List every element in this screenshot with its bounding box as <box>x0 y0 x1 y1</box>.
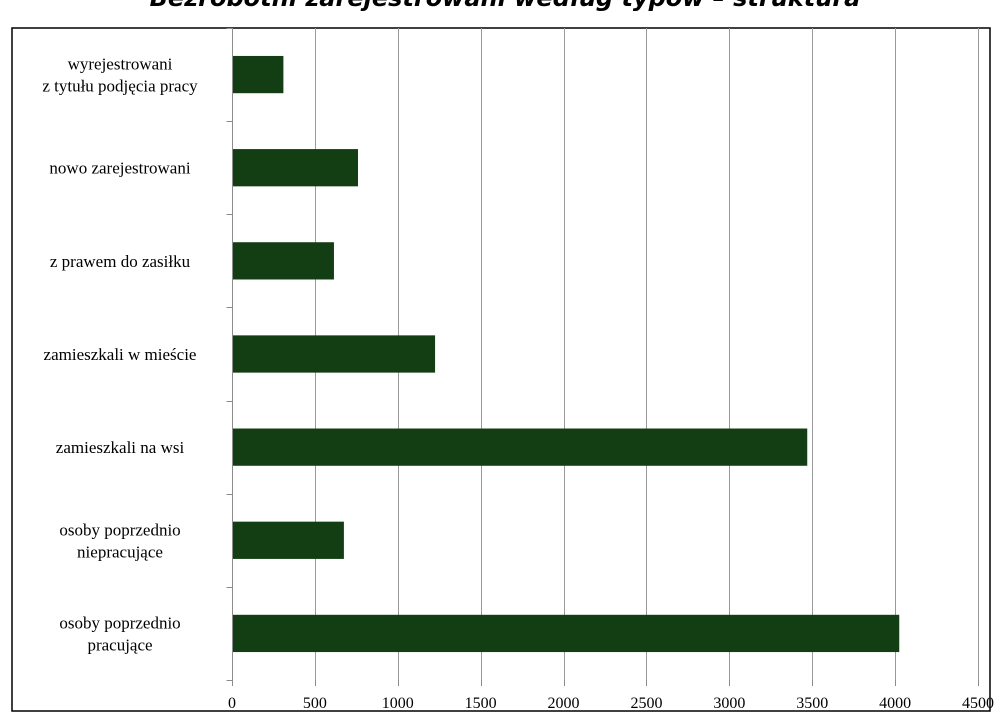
x-tick-label: 3000 <box>713 695 745 712</box>
y-category-label: niepracujące <box>77 542 163 561</box>
bar <box>232 428 808 466</box>
x-tick-label: 0 <box>228 695 236 712</box>
y-category-label: zamieszkali na wsi <box>56 438 185 457</box>
y-category-label: pracujące <box>87 635 152 654</box>
bar <box>232 149 358 187</box>
x-tick-label: 1500 <box>465 695 497 712</box>
y-category-label: wyrejestrowani <box>68 55 173 74</box>
y-category-label: osoby poprzednio <box>59 613 180 632</box>
y-category-label: osoby poprzednio <box>59 520 180 539</box>
x-tick-labels: 0 500 1000 1500 2000 2500 3000 3500 4000 4500 <box>228 695 994 712</box>
x-tick-label: 4000 <box>879 695 911 712</box>
x-tick-label: 3500 <box>796 695 828 712</box>
bar <box>232 335 436 373</box>
y-category-label: zamieszkali w mieście <box>44 345 197 364</box>
bar <box>232 55 284 94</box>
bar <box>232 521 344 559</box>
x-tick-label: 1000 <box>382 695 414 712</box>
chart-frame <box>11 27 991 712</box>
bar <box>232 614 900 653</box>
category-labels: wyrejestrowani z tytułu podjęcia pracy now… <box>42 55 198 655</box>
y-category-label: z tytułu podjęcia pracy <box>42 77 198 96</box>
x-tick-label: 4500 <box>962 695 994 712</box>
x-tick-label: 2500 <box>630 695 662 712</box>
bars <box>232 55 900 653</box>
gridlines <box>315 28 979 680</box>
x-tick-label: 2000 <box>548 695 580 712</box>
axes <box>226 28 979 686</box>
y-category-label: z prawem do zasiłku <box>50 252 191 271</box>
chart-title: Bezrobotni zarejestrowani według typów –… <box>150 0 861 12</box>
bar <box>232 242 334 280</box>
x-tick-label: 500 <box>303 695 327 712</box>
y-category-label: nowo zarejestrowani <box>49 159 190 178</box>
